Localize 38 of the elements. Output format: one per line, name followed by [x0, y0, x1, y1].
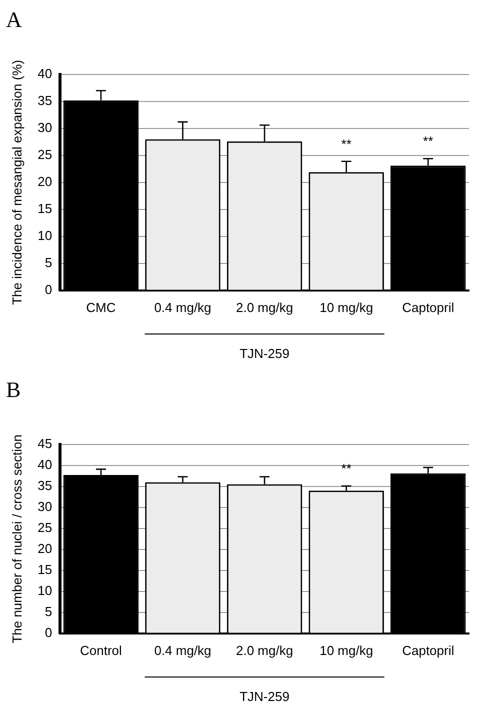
y-tick-label: 35	[38, 92, 52, 108]
y-tick-label: 45	[38, 436, 52, 451]
x-tick-label: Captopril	[402, 642, 454, 658]
y-tick-label: 25	[38, 146, 52, 162]
y-axis-title: The number of nuclei / cross section	[9, 434, 24, 644]
y-tick-label: 40	[38, 66, 52, 81]
y-tick-label: 5	[44, 604, 52, 619]
y-tick-label: 30	[38, 120, 52, 135]
y-tick-label: 5	[44, 254, 52, 270]
x-tick-label: CMC	[86, 300, 116, 315]
x-tick-label: Captopril	[402, 300, 454, 315]
x-tick-label: 0.4 mg/kg	[154, 300, 212, 315]
y-tick-label: 35	[38, 478, 52, 493]
y-tick-label: 20	[38, 540, 52, 556]
x-axis-title: TJN-259	[240, 689, 290, 704]
y-tick-label: 0	[44, 624, 52, 640]
x-tick-label: 2.0 mg/kg	[236, 642, 294, 658]
x-tick-label: 2.0 mg/kg	[236, 300, 294, 315]
y-tick-label: 15	[38, 200, 52, 216]
y-tick-label: 15	[38, 562, 52, 577]
annotation: **	[341, 461, 352, 476]
y-tick-label: 40	[38, 456, 52, 472]
y-tick-label: 10	[38, 582, 52, 598]
chart-title: A	[6, 6, 22, 32]
y-tick-label: 0	[44, 282, 52, 297]
x-tick-label: 0.4 mg/kg	[154, 642, 212, 658]
x-tick-label: Control	[80, 642, 122, 658]
x-tick-label: 10 mg/kg	[320, 300, 374, 315]
annotation: **	[341, 136, 352, 152]
y-tick-label: 30	[38, 498, 52, 514]
y-tick-label: 10	[38, 228, 52, 243]
y-tick-label: 20	[38, 174, 52, 189]
x-tick-label: 10 mg/kg	[320, 642, 374, 658]
annotation: **	[423, 134, 434, 149]
y-tick-label: 25	[38, 520, 52, 535]
y-axis-title: The incidence of mesangial expansion (%)	[9, 60, 24, 305]
x-axis-title: TJN-259	[240, 346, 290, 362]
chart-title: B	[6, 376, 21, 402]
